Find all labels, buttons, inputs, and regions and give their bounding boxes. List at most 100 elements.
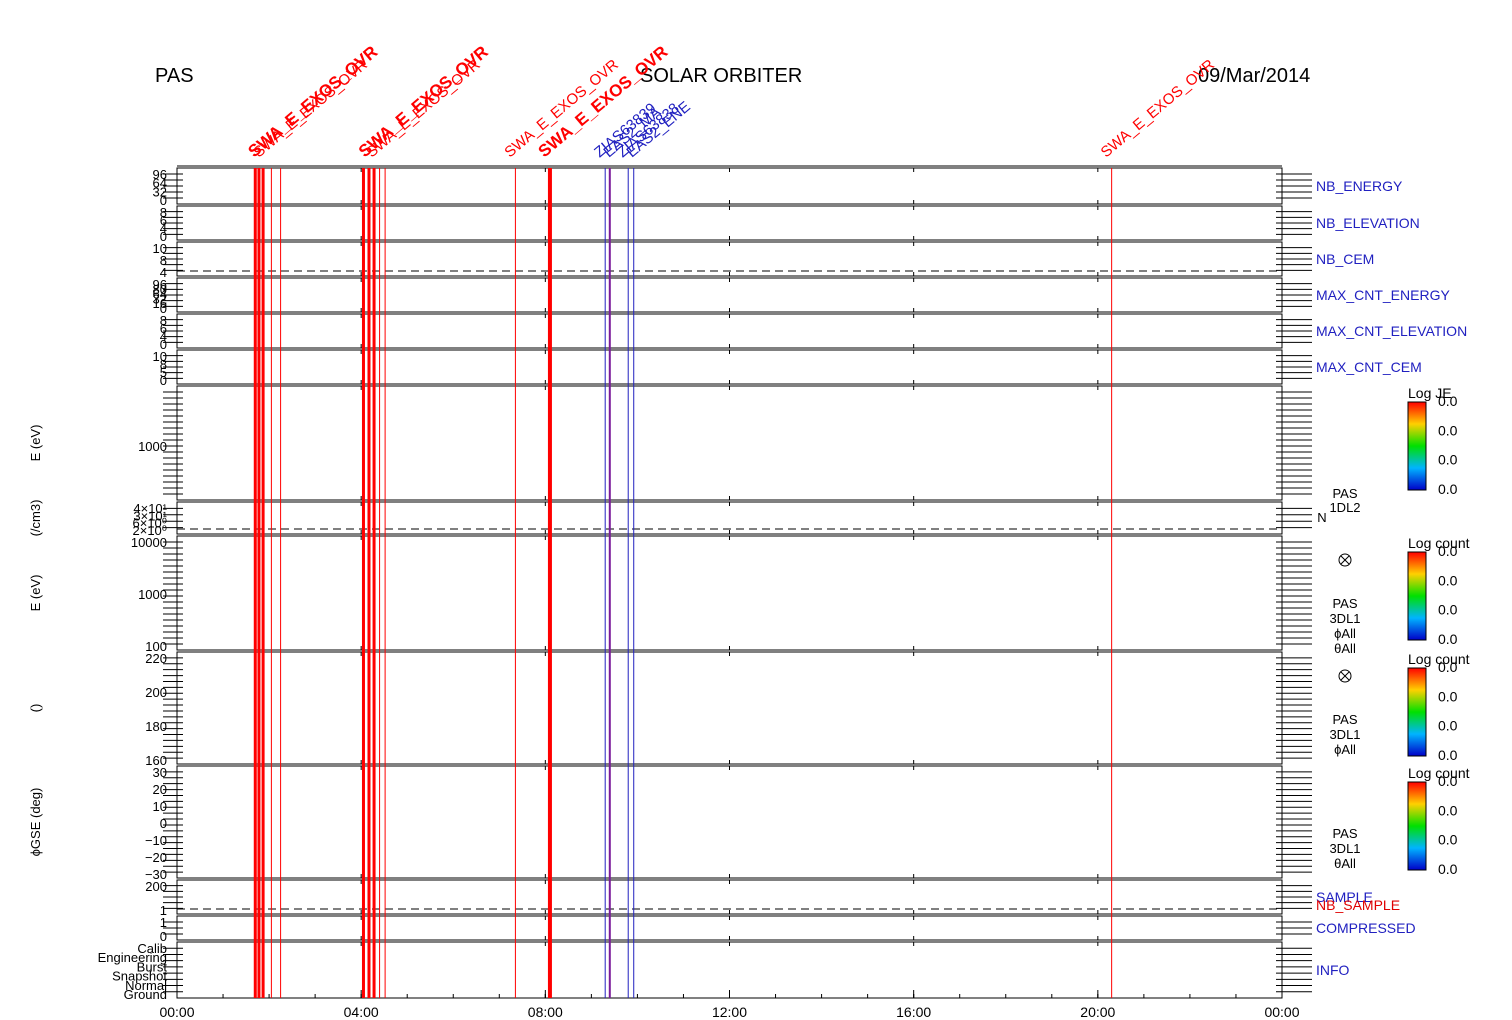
panel-frame bbox=[176, 313, 1283, 349]
circle-x-icon bbox=[1338, 669, 1352, 683]
panel-stack: 9664320NB_ENERGY8640NB_ELEVATION1084NB_C… bbox=[28, 165, 1470, 1002]
panel-right-label: COMPRESSED bbox=[1316, 920, 1416, 936]
colorbar-label: 0.0 bbox=[1438, 718, 1458, 734]
circle-x-icon bbox=[1338, 553, 1352, 567]
y-tick-label: Engineering bbox=[98, 950, 167, 965]
y-tick-label: Snapshot bbox=[112, 969, 167, 984]
colorbar-label: 0.0 bbox=[1438, 452, 1458, 468]
circle-x-ring bbox=[1338, 669, 1352, 683]
y-tick-label: 10 bbox=[153, 241, 167, 256]
x-tick-label: 16:00 bbox=[896, 1004, 931, 1020]
mission-title: SOLAR ORBITER bbox=[640, 65, 802, 87]
y-tick-label: −10 bbox=[145, 833, 167, 848]
y-tick-label: 180 bbox=[145, 719, 167, 734]
colorbar-label: 0.0 bbox=[1438, 832, 1458, 848]
y-tick-label: 1000 bbox=[138, 439, 167, 454]
x-tick-label: 08:00 bbox=[528, 1004, 563, 1020]
panel-right-label: NB_CEM bbox=[1316, 251, 1374, 267]
panel-right-text: PAS bbox=[1332, 486, 1357, 501]
panel-frame bbox=[176, 651, 1283, 765]
panel-frame bbox=[176, 765, 1283, 879]
panel-right-label-2: NB_SAMPLE bbox=[1316, 897, 1400, 913]
colorbar bbox=[1407, 401, 1427, 491]
panel-right-text: N bbox=[1317, 510, 1326, 525]
y-tick-label: 0 bbox=[160, 229, 167, 244]
panel-frame bbox=[176, 349, 1283, 385]
panel-frame bbox=[176, 941, 1283, 999]
panel-frame bbox=[176, 535, 1283, 651]
colorbar-label: 0.0 bbox=[1438, 481, 1458, 497]
colorbar bbox=[1407, 781, 1427, 871]
y-tick-label: 32 bbox=[153, 184, 167, 199]
panel-right-text: 1DL2 bbox=[1329, 500, 1360, 515]
panel-frame bbox=[176, 385, 1283, 501]
panel-frame bbox=[176, 167, 1283, 205]
colorbar-title: Log count bbox=[1408, 765, 1470, 781]
panel-right-text: PAS bbox=[1332, 596, 1357, 611]
y-tick-label: 4 bbox=[160, 329, 167, 344]
colorbar-label: 0.0 bbox=[1438, 802, 1458, 818]
y-tick-label: 0 bbox=[160, 301, 167, 316]
y-tick-label: 1 bbox=[160, 903, 167, 918]
y-tick-label: 1 bbox=[160, 915, 167, 930]
y-tick-label: 200 bbox=[145, 685, 167, 700]
colorbar-label: 0.0 bbox=[1438, 602, 1458, 618]
colorbar-label: 0.0 bbox=[1438, 422, 1458, 438]
panel-info: CalibEngineeringBurstSnapshotNormalGroun… bbox=[98, 939, 1350, 1002]
chart-header: PAS SOLAR ORBITER 09/Mar/2014 bbox=[155, 65, 1310, 87]
colorbar-label: 0.0 bbox=[1438, 393, 1458, 409]
y-tick-label: 80 bbox=[153, 282, 167, 297]
colorbar-label: 0.0 bbox=[1438, 572, 1458, 588]
y-tick-label: 8 bbox=[160, 253, 167, 268]
y-tick-label: 64 bbox=[153, 176, 167, 191]
colorbar-label: 0.0 bbox=[1438, 773, 1458, 789]
y-tick-label: −20 bbox=[145, 850, 167, 865]
circle-x-stroke bbox=[1340, 555, 1350, 565]
y-axis-label: (/cm3) bbox=[28, 500, 43, 537]
y-tick-label: 0 bbox=[160, 193, 167, 208]
colorbar-label: 0.0 bbox=[1438, 747, 1458, 763]
panel-right-text: 3DL1 bbox=[1329, 841, 1360, 856]
x-tick-label: 00:00 bbox=[159, 1004, 194, 1020]
y-tick-label: 200 bbox=[145, 879, 167, 894]
y-tick-label: Normal bbox=[125, 978, 167, 993]
y-tick-label: Calib bbox=[137, 941, 167, 956]
panel-right-label: MAX_CNT_CEM bbox=[1316, 359, 1422, 375]
y-tick-label: 160 bbox=[145, 753, 167, 768]
circle-x-stroke bbox=[1340, 671, 1350, 681]
y-tick-label: 100 bbox=[145, 639, 167, 654]
panel-right-label: INFO bbox=[1316, 962, 1350, 978]
y-tick-label: 30 bbox=[153, 765, 167, 780]
panel-right-text: PAS bbox=[1332, 712, 1357, 727]
y-axis-label: E (eV) bbox=[28, 575, 43, 612]
y-tick-label: Ground bbox=[124, 987, 167, 1002]
y-tick-label: 4 bbox=[160, 221, 167, 236]
event-annotation: SWA_E_EXOS_OVR bbox=[250, 56, 370, 161]
x-axis: 00:00 04:00 08:00 12:00 16:00 20:00 00:00 bbox=[159, 990, 1300, 1020]
y-tick-label: 0 bbox=[160, 373, 167, 388]
y-tick-label: −30 bbox=[145, 867, 167, 882]
y-tick-label: 5 bbox=[160, 365, 167, 380]
x-tick-label: 04:00 bbox=[344, 1004, 379, 1020]
y-tick-label: 8 bbox=[160, 313, 167, 328]
panel-right-text: ϕAll bbox=[1334, 742, 1356, 757]
x-tick-label: 20:00 bbox=[1080, 1004, 1115, 1020]
y-tick-label: 1000 bbox=[138, 587, 167, 602]
y-tick-label: 8 bbox=[160, 205, 167, 220]
panel-right-label: MAX_CNT_ENERGY bbox=[1316, 287, 1450, 303]
panel-right-label: SAMPLE bbox=[1316, 889, 1373, 905]
event-annotations: SWA_E_EXOS_OVRSWA_E_EXOS_OVRSWA_E_EXOS_O… bbox=[245, 42, 1219, 161]
colorbar-label: 0.0 bbox=[1438, 688, 1458, 704]
panel-frame bbox=[176, 205, 1283, 241]
colorbar-label: 0.0 bbox=[1438, 631, 1458, 647]
y-tick-label: 10000 bbox=[131, 535, 167, 550]
y-tick-label: 0 bbox=[160, 816, 167, 831]
y-tick-label: 64 bbox=[153, 287, 167, 302]
